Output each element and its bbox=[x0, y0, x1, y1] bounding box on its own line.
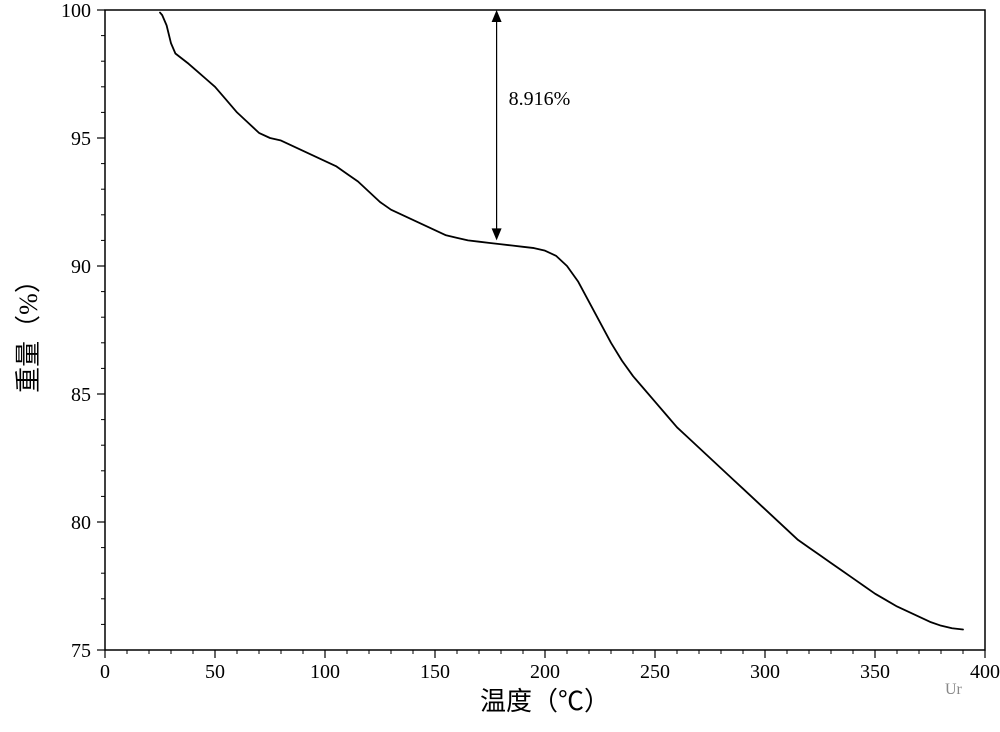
x-tick-label: 400 bbox=[970, 661, 1000, 683]
x-tick-label: 350 bbox=[860, 661, 890, 683]
x-tick-label: 300 bbox=[750, 661, 780, 683]
y-tick-label: 100 bbox=[61, 0, 91, 22]
x-tick-label: 0 bbox=[100, 661, 110, 683]
annotation-text: 8.916% bbox=[509, 88, 571, 110]
y-tick-label: 85 bbox=[71, 384, 91, 406]
x-tick-label: 250 bbox=[640, 661, 670, 683]
y-tick-label: 95 bbox=[71, 128, 91, 150]
y-tick-label: 80 bbox=[71, 512, 91, 534]
x-tick-label: 100 bbox=[310, 661, 340, 683]
x-axis-label: 温度（℃） bbox=[480, 687, 610, 716]
x-tick-label: 150 bbox=[420, 661, 450, 683]
chart-background bbox=[0, 0, 1000, 732]
y-axis-label: 重量（%） bbox=[14, 267, 43, 393]
y-tick-label: 90 bbox=[71, 256, 91, 278]
chart-container: 0 50 100 150 200 250 300 350 400 75 80 85 90 95 100 温度（… bbox=[0, 0, 1000, 732]
x-tick-label: 200 bbox=[530, 661, 560, 683]
watermark-text: Ur bbox=[945, 681, 963, 698]
tga-chart: 0 50 100 150 200 250 300 350 400 75 80 85 90 95 100 温度（… bbox=[0, 0, 1000, 732]
x-tick-label: 50 bbox=[205, 661, 225, 683]
y-tick-label: 75 bbox=[71, 640, 91, 662]
